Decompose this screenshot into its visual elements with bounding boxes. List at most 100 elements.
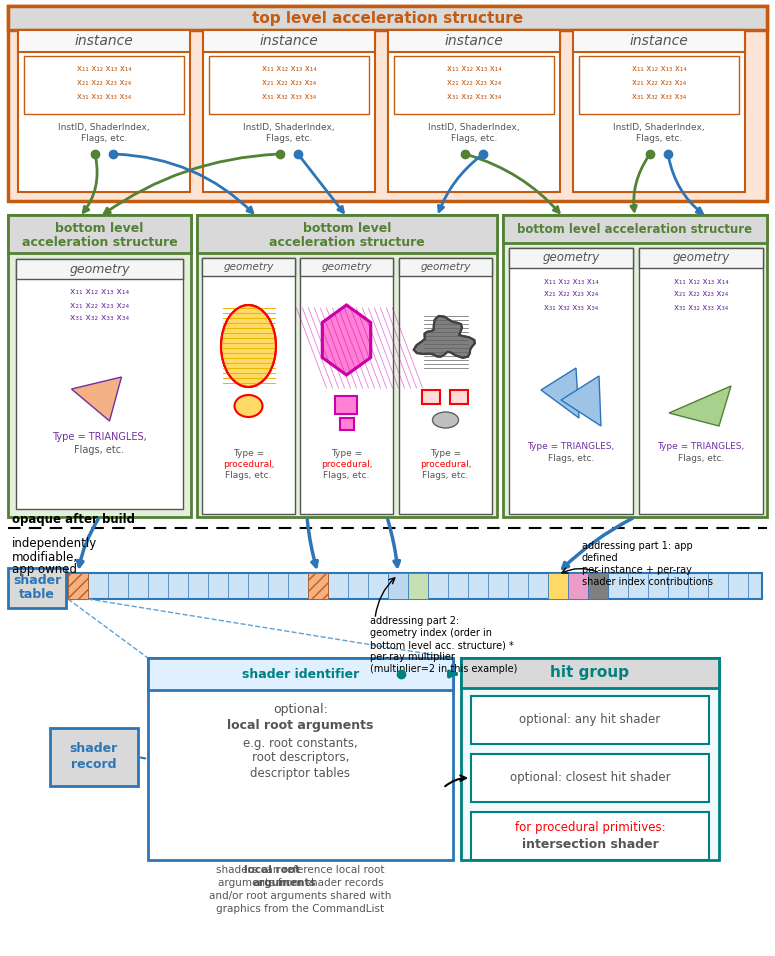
Text: bottom level acceleration structure: bottom level acceleration structure bbox=[518, 223, 753, 235]
Text: x₃₁ x₃₂ x₃₃ x₃₄: x₃₁ x₃₂ x₃₃ x₃₄ bbox=[447, 92, 501, 100]
Text: arguments: arguments bbox=[253, 878, 316, 888]
Text: x₃₁ x₃₂ x₃₃ x₃₄: x₃₁ x₃₂ x₃₃ x₃₄ bbox=[544, 302, 598, 312]
Ellipse shape bbox=[432, 412, 459, 428]
Text: x₃₁ x₃₂ x₃₃ x₃₄: x₃₁ x₃₂ x₃₃ x₃₄ bbox=[77, 92, 131, 100]
FancyBboxPatch shape bbox=[50, 728, 138, 786]
FancyBboxPatch shape bbox=[197, 215, 497, 517]
Text: and/or root arguments shared with: and/or root arguments shared with bbox=[209, 891, 391, 901]
Text: Type = TRIANGLES,: Type = TRIANGLES, bbox=[52, 432, 147, 442]
FancyBboxPatch shape bbox=[399, 258, 492, 276]
Text: geometry index (order in: geometry index (order in bbox=[370, 628, 492, 638]
Text: arguments from shader records: arguments from shader records bbox=[218, 878, 384, 888]
Text: geometry: geometry bbox=[69, 263, 129, 275]
Text: Flags, etc.: Flags, etc. bbox=[266, 134, 312, 142]
Text: shader: shader bbox=[13, 574, 61, 586]
Text: defined: defined bbox=[582, 553, 618, 563]
FancyBboxPatch shape bbox=[408, 573, 428, 599]
FancyBboxPatch shape bbox=[509, 248, 633, 268]
Text: Flags, etc.: Flags, etc. bbox=[451, 134, 498, 142]
Text: shader: shader bbox=[70, 742, 118, 754]
Text: bottom level: bottom level bbox=[303, 222, 391, 234]
FancyBboxPatch shape bbox=[639, 248, 763, 514]
Text: intersection shader: intersection shader bbox=[522, 838, 659, 852]
Text: independently: independently bbox=[12, 537, 97, 551]
Text: shaders can reference local root: shaders can reference local root bbox=[216, 865, 384, 875]
Text: Flags, etc.: Flags, etc. bbox=[81, 134, 127, 142]
Text: x₂₁ x₂₂ x₂₃ x₂₄: x₂₁ x₂₂ x₂₃ x₂₄ bbox=[632, 77, 686, 86]
Text: instance: instance bbox=[445, 34, 504, 48]
Polygon shape bbox=[561, 376, 601, 426]
Polygon shape bbox=[71, 377, 122, 421]
Text: x₂₁ x₂₂ x₂₃ x₂₄: x₂₁ x₂₂ x₂₃ x₂₄ bbox=[70, 300, 129, 310]
FancyBboxPatch shape bbox=[573, 30, 745, 52]
Text: x₂₁ x₂₂ x₂₃ x₂₄: x₂₁ x₂₂ x₂₃ x₂₄ bbox=[544, 290, 598, 298]
FancyBboxPatch shape bbox=[308, 573, 328, 599]
Text: Type =: Type = bbox=[331, 448, 362, 458]
Polygon shape bbox=[669, 386, 731, 426]
Text: x₃₁ x₃₂ x₃₃ x₃₄: x₃₁ x₃₂ x₃₃ x₃₄ bbox=[262, 92, 316, 100]
Text: Flags, etc.: Flags, etc. bbox=[323, 470, 370, 480]
FancyBboxPatch shape bbox=[573, 30, 745, 192]
FancyBboxPatch shape bbox=[335, 396, 357, 414]
Text: hit group: hit group bbox=[550, 665, 629, 681]
FancyBboxPatch shape bbox=[471, 696, 709, 744]
Text: optional: closest hit shader: optional: closest hit shader bbox=[510, 771, 670, 785]
FancyBboxPatch shape bbox=[16, 259, 183, 509]
Text: x₂₁ x₂₂ x₂₃ x₂₄: x₂₁ x₂₂ x₂₃ x₂₄ bbox=[77, 77, 131, 86]
Text: x₁₁ x₁₂ x₁₃ x₁₄: x₁₁ x₁₂ x₁₃ x₁₄ bbox=[673, 276, 728, 286]
FancyBboxPatch shape bbox=[579, 56, 739, 114]
FancyBboxPatch shape bbox=[203, 30, 375, 192]
Text: addressing part 1: app: addressing part 1: app bbox=[582, 541, 693, 551]
Text: geometry: geometry bbox=[322, 262, 372, 272]
Text: instance: instance bbox=[629, 34, 688, 48]
FancyBboxPatch shape bbox=[471, 754, 709, 802]
Text: record: record bbox=[71, 757, 117, 771]
FancyBboxPatch shape bbox=[394, 56, 554, 114]
Text: (multiplier=2 in this example): (multiplier=2 in this example) bbox=[370, 664, 518, 674]
Text: table: table bbox=[19, 588, 55, 600]
FancyBboxPatch shape bbox=[16, 259, 183, 279]
Text: optional:: optional: bbox=[273, 704, 328, 716]
Text: procedural,: procedural, bbox=[420, 460, 471, 468]
FancyBboxPatch shape bbox=[24, 56, 184, 114]
Text: graphics from the CommandList: graphics from the CommandList bbox=[216, 904, 384, 914]
FancyBboxPatch shape bbox=[209, 56, 369, 114]
Text: InstID, ShaderIndex,: InstID, ShaderIndex, bbox=[613, 122, 704, 132]
Text: shader identifier: shader identifier bbox=[242, 667, 359, 681]
FancyBboxPatch shape bbox=[449, 390, 467, 404]
Text: app owned: app owned bbox=[12, 563, 77, 576]
Ellipse shape bbox=[235, 395, 263, 417]
Text: local root: local root bbox=[244, 865, 301, 875]
Text: x₁₁ x₁₂ x₁₃ x₁₄: x₁₁ x₁₂ x₁₃ x₁₄ bbox=[262, 63, 316, 73]
Text: Flags, etc.: Flags, etc. bbox=[226, 470, 272, 480]
Text: per-ray multiplier: per-ray multiplier bbox=[370, 652, 455, 662]
Text: Flags, etc.: Flags, etc. bbox=[548, 453, 594, 463]
Text: bottom level: bottom level bbox=[55, 222, 143, 234]
FancyBboxPatch shape bbox=[461, 658, 719, 860]
Text: x₂₁ x₂₂ x₂₃ x₂₄: x₂₁ x₂₂ x₂₃ x₂₄ bbox=[262, 77, 316, 86]
Text: x₁₁ x₁₂ x₁₃ x₁₄: x₁₁ x₁₂ x₁₃ x₁₄ bbox=[543, 276, 598, 286]
Text: addressing part 2:: addressing part 2: bbox=[370, 616, 460, 626]
FancyBboxPatch shape bbox=[8, 568, 66, 608]
Text: x₃₁ x₃₂ x₃₃ x₃₄: x₃₁ x₃₂ x₃₃ x₃₄ bbox=[632, 92, 686, 100]
Text: optional: any hit shader: optional: any hit shader bbox=[519, 713, 660, 727]
Text: geometry: geometry bbox=[223, 262, 274, 272]
Text: procedural,: procedural, bbox=[222, 460, 274, 468]
Text: acceleration structure: acceleration structure bbox=[22, 235, 177, 249]
FancyBboxPatch shape bbox=[202, 258, 295, 276]
Text: instance: instance bbox=[260, 34, 319, 48]
FancyBboxPatch shape bbox=[388, 30, 560, 52]
Text: procedural,: procedural, bbox=[321, 460, 372, 468]
Text: Flags, etc.: Flags, etc. bbox=[678, 453, 724, 463]
Text: geometry: geometry bbox=[542, 251, 600, 265]
Text: geometry: geometry bbox=[673, 251, 729, 265]
FancyBboxPatch shape bbox=[568, 573, 588, 599]
FancyBboxPatch shape bbox=[18, 30, 190, 52]
Text: x₁₁ x₁₂ x₁₃ x₁₄: x₁₁ x₁₂ x₁₃ x₁₄ bbox=[70, 288, 129, 296]
FancyBboxPatch shape bbox=[197, 215, 497, 253]
Text: Type = TRIANGLES,: Type = TRIANGLES, bbox=[657, 442, 745, 450]
Polygon shape bbox=[414, 316, 475, 358]
Text: bottom level acc. structure) *: bottom level acc. structure) * bbox=[370, 640, 514, 650]
FancyBboxPatch shape bbox=[300, 258, 393, 514]
FancyBboxPatch shape bbox=[471, 812, 709, 860]
